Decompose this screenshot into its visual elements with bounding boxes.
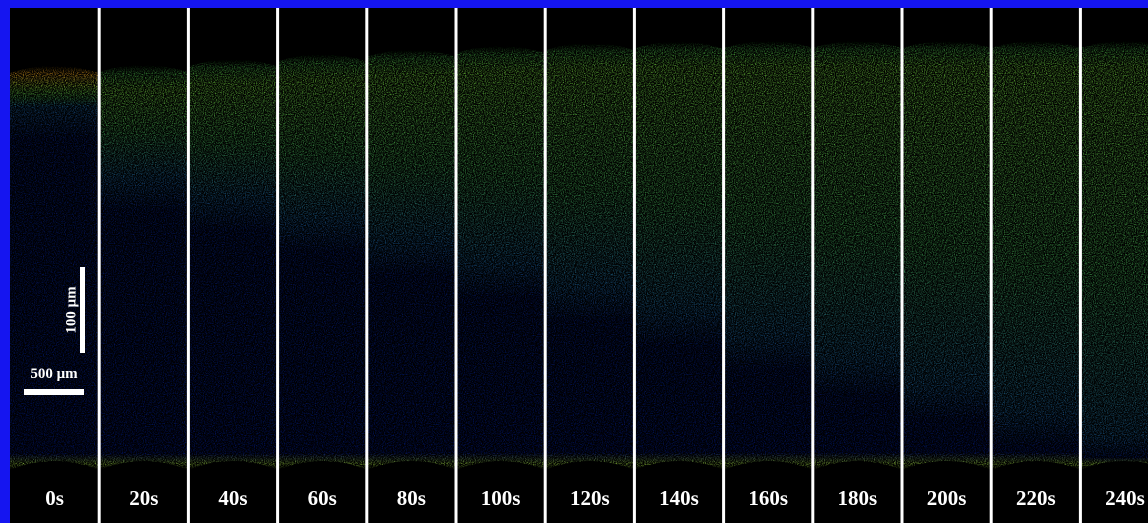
panel-divider — [989, 8, 993, 523]
time-label: 240s — [1105, 486, 1145, 510]
time-label: 0s — [45, 486, 64, 510]
oct-scan — [545, 43, 635, 470]
scale-bars: 100 μm 500 μm — [24, 267, 85, 395]
vertical-scale-label: 100 μm — [63, 286, 79, 334]
oct-scan — [991, 41, 1081, 470]
time-label: 180s — [838, 486, 878, 510]
time-label: 60s — [308, 486, 337, 510]
time-label: 220s — [1016, 486, 1056, 510]
oct-scan — [366, 49, 456, 470]
horizontal-scale-label: 500 μm — [30, 366, 78, 382]
panel-divider — [276, 8, 280, 523]
time-label: 120s — [570, 486, 610, 510]
panel-divider — [811, 8, 815, 523]
panel-divider — [900, 8, 904, 523]
time-label: 160s — [748, 486, 788, 510]
panel-divider — [722, 8, 726, 523]
oct-scan — [188, 59, 278, 470]
oct-scan — [634, 41, 724, 470]
time-label: 200s — [927, 486, 967, 510]
time-label: 140s — [659, 486, 699, 510]
oct-scan — [1080, 41, 1148, 470]
oct-scan — [902, 41, 992, 470]
oct-scan — [10, 66, 100, 470]
horizontal-scale-bar — [24, 389, 84, 395]
time-label: 40s — [218, 486, 247, 510]
panel-strip: 0s 20s 40s 60s 80s 100s 120s 140s 160s 180s 200s 22… — [10, 8, 1148, 523]
oct-scan — [99, 65, 189, 471]
time-label: 80s — [397, 486, 426, 510]
vertical-scale-bar — [80, 267, 85, 353]
time-label: 20s — [129, 486, 158, 510]
panel-divider — [365, 8, 369, 523]
panel-divider — [454, 8, 458, 523]
panel-divider — [186, 8, 190, 523]
panel-divider — [632, 8, 636, 523]
panel-divider — [1078, 8, 1082, 523]
time-label: 100s — [481, 486, 521, 510]
oct-scan — [723, 41, 813, 470]
oct-scan — [277, 54, 367, 471]
panel-divider — [97, 8, 101, 523]
oct-scan — [812, 41, 902, 470]
oct-scan — [456, 46, 546, 471]
panel-divider — [543, 8, 547, 523]
